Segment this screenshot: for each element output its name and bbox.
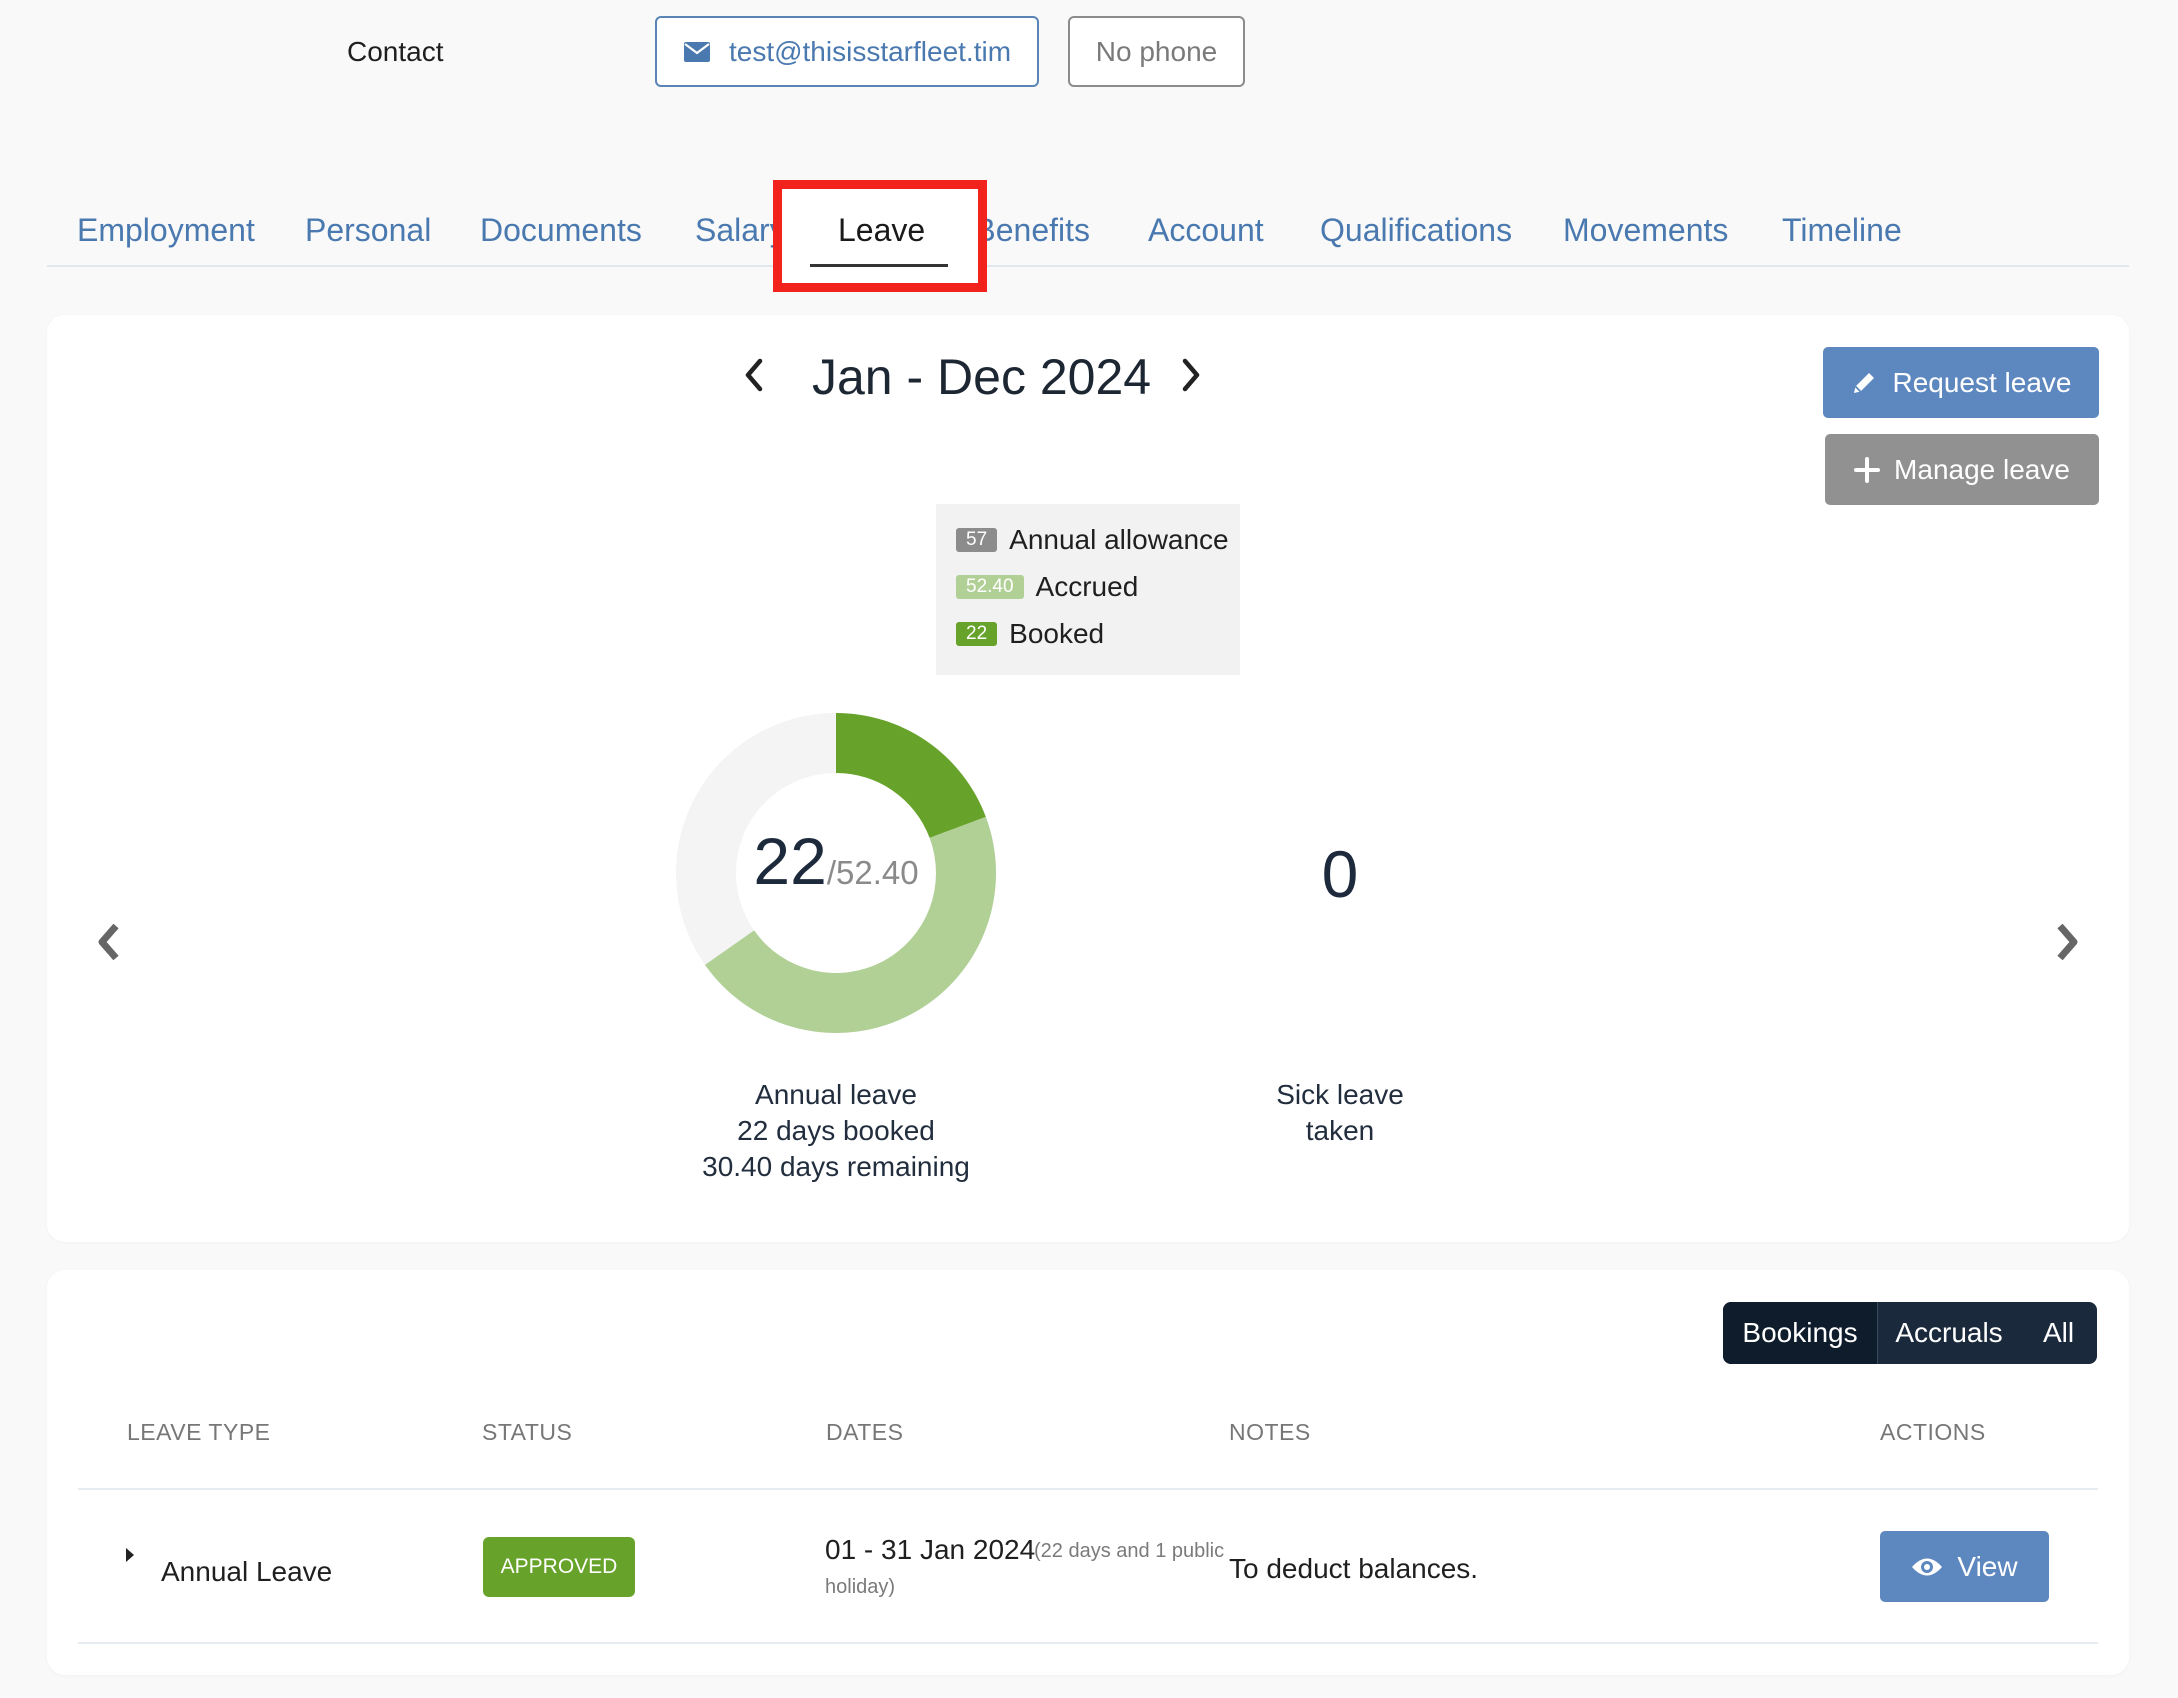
donut-accrued-value: /52.40: [826, 854, 919, 891]
header-dates: DATES: [826, 1419, 904, 1445]
header-status: STATUS: [482, 1419, 573, 1445]
donut-slice-booked: [836, 713, 986, 838]
donut-booked-value: 22: [753, 824, 827, 898]
legend-badge-allowance: 57: [956, 528, 998, 552]
view-label: View: [1957, 1550, 2018, 1582]
view-button[interactable]: View: [1880, 1531, 2049, 1602]
carousel-chevron-right-icon: [2057, 923, 2078, 961]
legend-label-booked: Booked: [1009, 618, 1105, 649]
legend-item-allowance: 57 Annual allowance: [956, 524, 1229, 556]
sick-leave-caption-line1: Sick leave: [1276, 1079, 1404, 1110]
tabs-divider: [47, 265, 2129, 267]
period-next-button[interactable]: [1177, 352, 1207, 406]
tab-documents[interactable]: Documents: [480, 212, 642, 248]
annual-leave-title: Annual leave: [755, 1079, 917, 1110]
contact-label: Contact: [347, 36, 444, 67]
donut-center-value: 22/52.40: [676, 823, 996, 899]
toggle-all[interactable]: All: [2042, 1317, 2075, 1348]
manage-leave-button[interactable]: Manage leave: [1825, 434, 2099, 505]
tab-salary[interactable]: Salary: [695, 212, 773, 248]
row-notes: To deduct balances.: [1229, 1553, 1479, 1584]
request-leave-button[interactable]: Request leave: [1823, 347, 2099, 418]
annual-leave-donut: [676, 713, 996, 1033]
table-header-divider: [78, 1488, 2098, 1490]
tab-employment[interactable]: Employment: [77, 212, 255, 248]
tab-movements[interactable]: Movements: [1563, 212, 1729, 248]
tab-qualifications[interactable]: Qualifications: [1320, 212, 1513, 248]
caret-right-icon: [126, 1548, 134, 1562]
row-dates-detail: (22 days and 1 public: [1034, 1540, 1225, 1562]
status-badge: APPROVED: [483, 1537, 635, 1597]
row-leave-type: Annual Leave: [161, 1556, 333, 1587]
legend-label-allowance: Annual allowance: [1009, 524, 1229, 555]
leave-summary-card: [47, 315, 2129, 1242]
tab-benefits[interactable]: Benefits: [982, 212, 1090, 249]
legend-badge-booked: 22: [956, 622, 998, 646]
annual-leave-caption: Annual leave 22 days booked 30.40 days r…: [636, 1077, 1036, 1185]
carousel-next-button[interactable]: [2050, 918, 2086, 971]
tab-leave[interactable]: Leave: [838, 212, 926, 248]
pencil-icon: [1854, 372, 1875, 393]
email-text: test@thisisstarfleet.tim: [728, 35, 1012, 67]
annual-leave-remaining: 30.40 days remaining: [702, 1151, 970, 1182]
tab-benefits-label: Benefits: [982, 212, 1090, 248]
toggle-bookings[interactable]: Bookings: [1723, 1302, 1877, 1364]
row-dates: 01 - 31 Jan 2024: [825, 1534, 1036, 1565]
chevron-left-icon: [745, 358, 763, 392]
legend-item-booked: 22 Booked: [956, 618, 1104, 650]
plus-icon: [1854, 456, 1881, 483]
chevron-right-icon: [1182, 358, 1200, 392]
header-actions: ACTIONS: [1880, 1419, 1986, 1445]
donut-slice-accrued: [705, 816, 996, 1033]
request-leave-label: Request leave: [1892, 366, 2072, 398]
active-tab-underline: [810, 264, 948, 267]
tab-account[interactable]: Account: [1148, 212, 1264, 248]
row-dates-detail-cont: holiday): [825, 1576, 896, 1598]
period-prev-button[interactable]: [738, 352, 768, 406]
table-row-divider: [78, 1642, 2098, 1644]
legend-label-accrued: Accrued: [1035, 571, 1139, 602]
toggle-divider: [1877, 1302, 1878, 1364]
sick-leave-caption-line2: taken: [1305, 1115, 1375, 1146]
active-tab-highlight: [773, 180, 987, 292]
envelope-icon: [683, 41, 710, 62]
sick-leave-caption: Sick leave taken: [1240, 1077, 1440, 1149]
row-expand-toggle[interactable]: [124, 1546, 136, 1570]
legend-badge-accrued: 52.40: [956, 575, 1024, 599]
email-button[interactable]: test@thisisstarfleet.tim: [655, 16, 1039, 87]
header-notes: NOTES: [1229, 1419, 1311, 1445]
period-title: Jan - Dec 2024: [812, 349, 1152, 405]
toggle-accruals[interactable]: Accruals: [1895, 1317, 2003, 1348]
tab-personal[interactable]: Personal: [305, 212, 432, 248]
manage-leave-label: Manage leave: [1894, 453, 2070, 485]
legend-item-accrued: 52.40 Accrued: [956, 571, 1138, 603]
header-leave-type: LEAVE TYPE: [127, 1419, 271, 1445]
carousel-chevron-left-icon: [98, 923, 119, 961]
eye-icon: [1912, 1558, 1943, 1575]
carousel-prev-button[interactable]: [90, 918, 126, 971]
sick-leave-value: 0: [1321, 837, 1359, 911]
chart-legend: 57 Annual allowance 52.40 Accrued 22 Boo…: [936, 504, 1240, 675]
records-view-toggle: Bookings Accruals All: [1723, 1302, 2097, 1364]
tab-timeline[interactable]: Timeline: [1782, 212, 1902, 248]
annual-leave-booked: 22 days booked: [737, 1115, 935, 1146]
phone-button[interactable]: No phone: [1068, 16, 1245, 87]
